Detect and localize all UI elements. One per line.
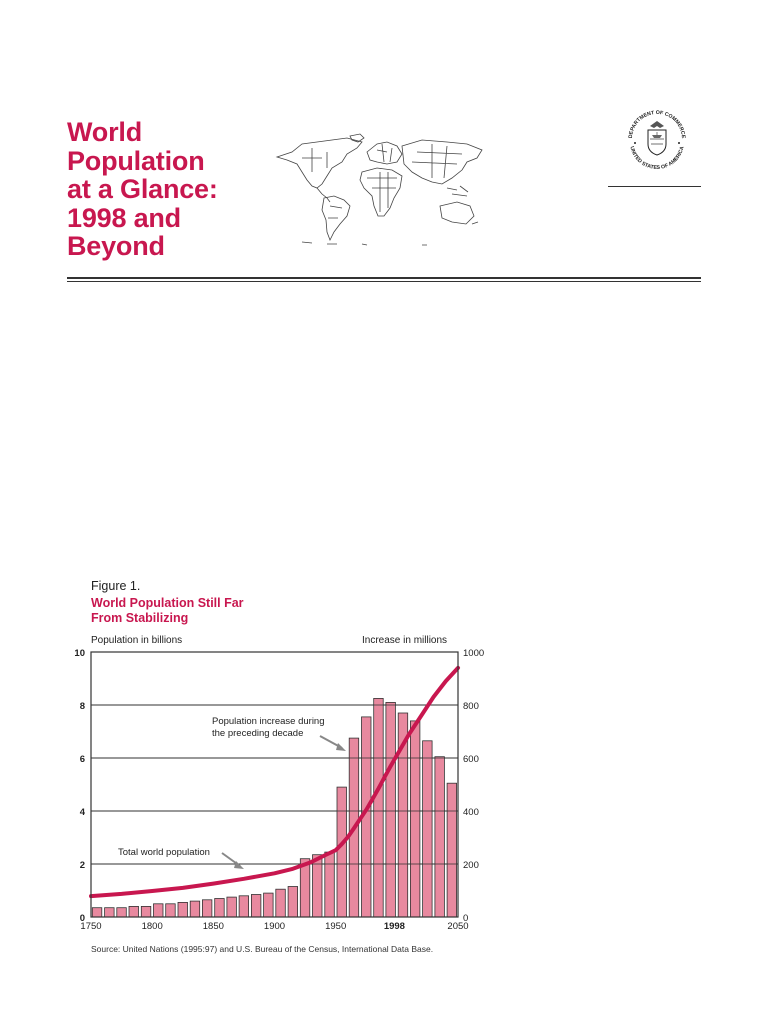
bar (324, 851, 335, 918)
title-line: at a Glance: (67, 174, 218, 204)
x-tick-label: 1750 (80, 921, 101, 932)
x-tick-label: 1900 (264, 921, 285, 932)
title-line: 1998 and (67, 202, 181, 233)
bar (177, 902, 188, 918)
bar (91, 907, 103, 918)
department-of-commerce-seal: DEPARTMENT OF COMMERCE UNITED STATES OF … (628, 110, 686, 172)
bar (409, 720, 421, 918)
bar (116, 907, 127, 918)
bar (434, 756, 445, 918)
chart-frame (90, 651, 459, 918)
bar (422, 740, 433, 918)
bar (397, 712, 409, 918)
figure-title: World Population Still Far From Stabiliz… (91, 596, 244, 626)
bar (275, 888, 286, 918)
bar (153, 903, 164, 918)
bar (361, 716, 372, 918)
bar (250, 894, 262, 918)
x-tick-label: 2050 (447, 921, 468, 932)
title-line: Population (67, 145, 205, 176)
right-tick-label: 800 (463, 701, 479, 712)
line-annotation: Total world population (118, 847, 210, 858)
figure-source: Source: United Nations (1995:97) and U.S… (91, 944, 434, 954)
chart-annotations: Population increase during the preceding… (118, 716, 346, 869)
figure-title-line: From Stabilizing (91, 611, 189, 625)
plot-border (90, 651, 459, 918)
bar-annotation-line2: the preceding decade (212, 728, 303, 739)
x-tick-label: 1998 (384, 921, 405, 932)
x-tick-label: 1950 (325, 921, 346, 932)
left-axis-title: Population in billions (91, 635, 183, 646)
bar (287, 886, 299, 918)
right-axis-title: Increase in millions (362, 635, 448, 646)
arrowhead-icon (336, 743, 346, 751)
right-tick-label: 200 (463, 860, 479, 871)
bar (263, 892, 274, 918)
right-tick-label: 600 (463, 754, 479, 765)
bar (189, 900, 201, 918)
bar (238, 895, 250, 918)
bar (299, 858, 311, 918)
left-tick-label: 0 (80, 913, 85, 924)
bar (336, 786, 347, 918)
population-curve (89, 665, 460, 899)
line-annotation-arrow (221, 852, 241, 867)
svg-text:UNITED STATES OF AMERICA: UNITED STATES OF AMERICA (628, 146, 685, 172)
x-tick-label: 1850 (203, 921, 224, 932)
figure-title-line: World Population Still Far (91, 596, 244, 610)
seal-divider (608, 186, 701, 187)
bar (348, 737, 360, 918)
figure-label: Figure 1. (91, 579, 141, 593)
bar (446, 782, 458, 918)
bar (373, 698, 384, 918)
increase-bars (91, 698, 458, 918)
document-title: World Population at a Glance: 1998 and B… (67, 118, 277, 261)
left-tick-label: 6 (80, 754, 85, 765)
header-rule (67, 277, 701, 279)
bar (140, 906, 152, 918)
left-tick-label: 4 (80, 807, 86, 818)
bar (226, 896, 237, 918)
title-line: Beyond (67, 231, 165, 261)
left-tick-label: 10 (74, 648, 85, 659)
chart-grid (91, 704, 458, 865)
x-tick-label: 1800 (142, 921, 163, 932)
header-rule-thin (67, 281, 701, 282)
bar (128, 906, 139, 918)
bar (165, 903, 176, 918)
arrowhead-icon (234, 861, 244, 869)
bar-annotation-line1: Population increase during (212, 716, 325, 727)
world-map-icon (275, 133, 483, 246)
bar (201, 899, 213, 918)
left-tick-label: 2 (80, 860, 85, 871)
right-tick-label: 400 (463, 807, 479, 818)
title-line: World (67, 117, 142, 147)
bar (312, 854, 323, 918)
bar (214, 898, 225, 918)
right-tick-label: 1000 (463, 648, 484, 659)
bar-annotation-arrow (319, 735, 343, 749)
axis-ticks: 0 2 4 6 8 10 0 200 400 600 800 1000 1750 1800 1850 1900… (74, 648, 484, 932)
population-line (89, 665, 460, 899)
bar (104, 907, 115, 918)
left-tick-label: 8 (80, 701, 85, 712)
bar (385, 702, 396, 918)
right-tick-label: 0 (463, 913, 468, 924)
